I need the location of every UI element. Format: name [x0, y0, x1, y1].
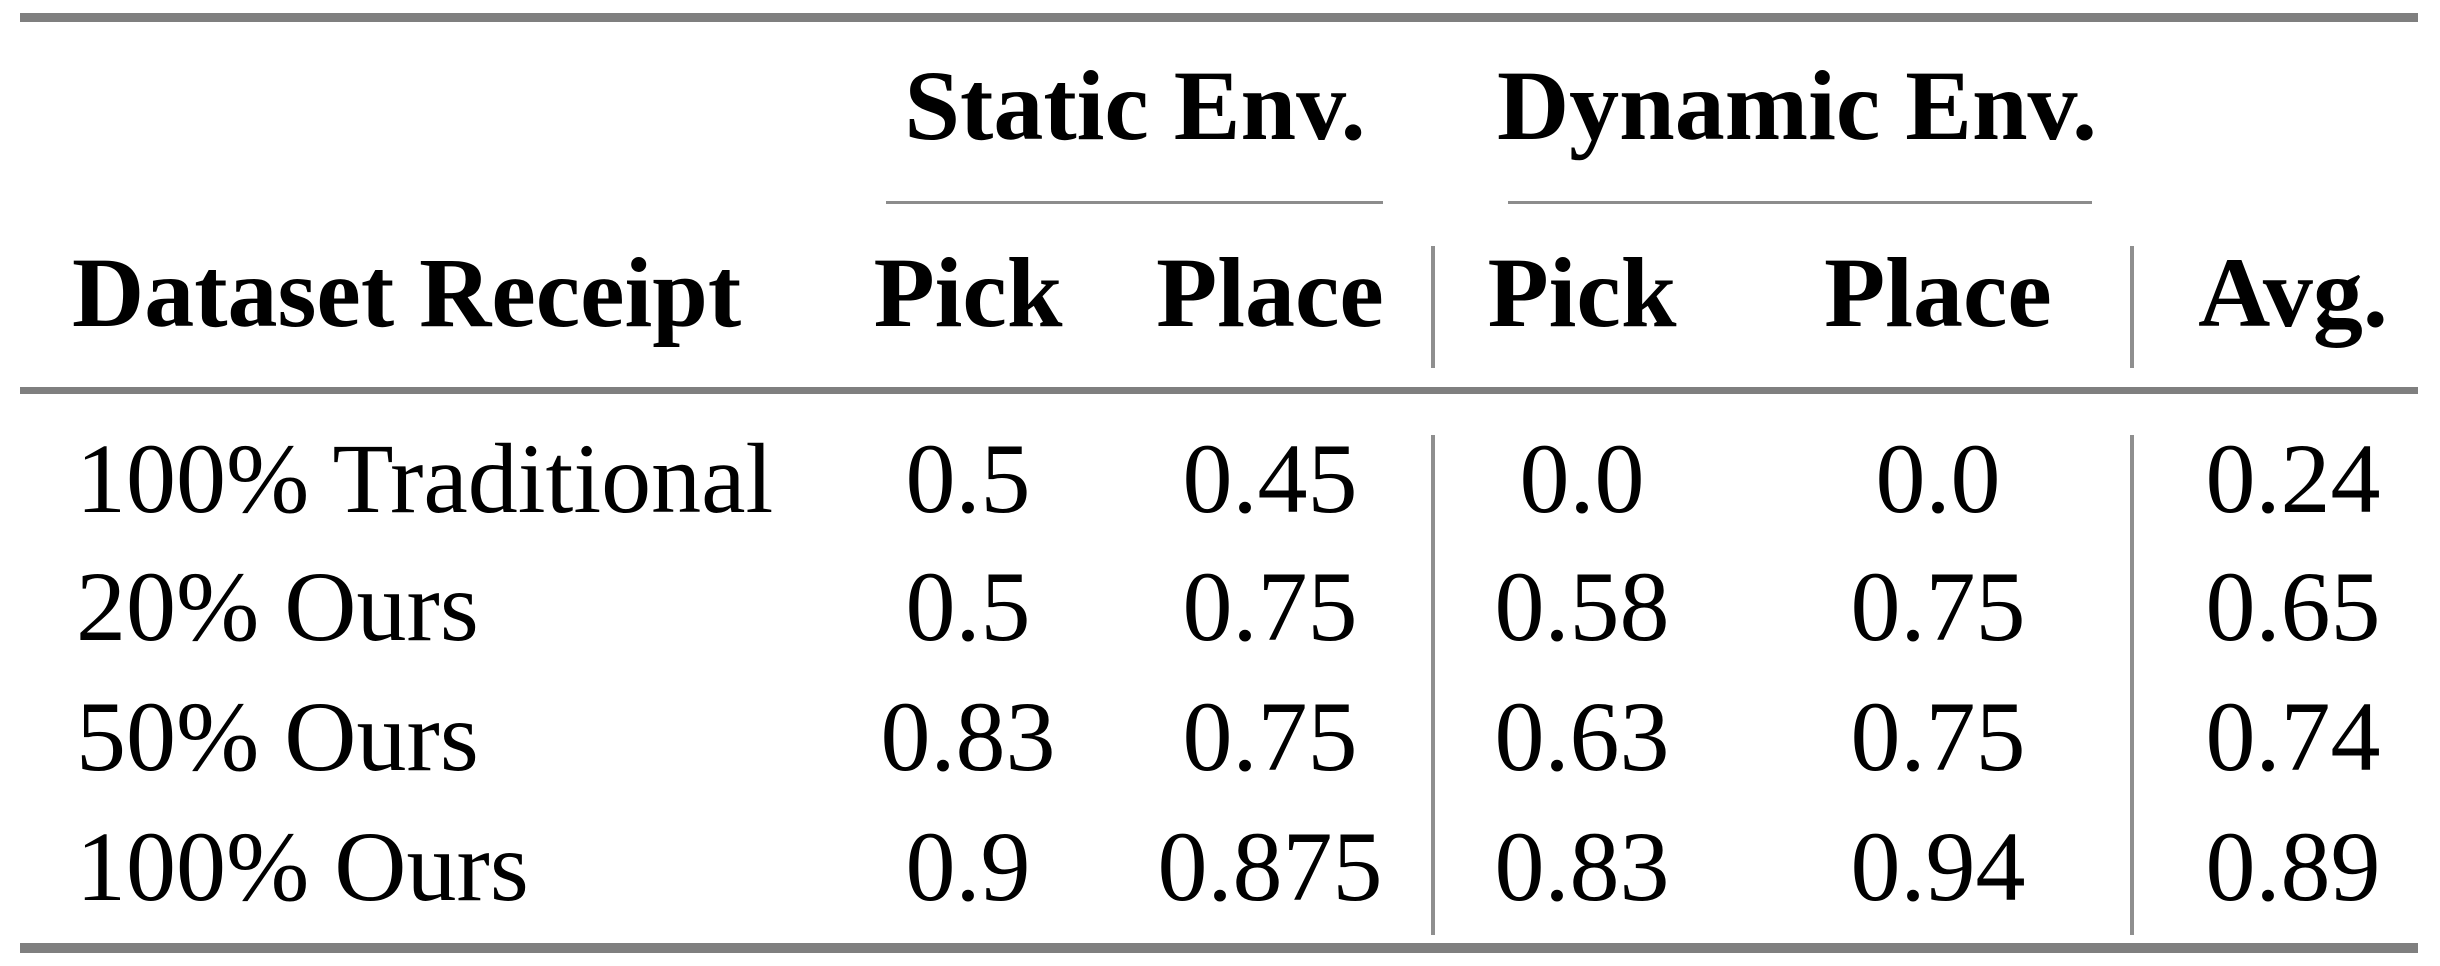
column-group-dynamic-env: Dynamic Env.	[1496, 50, 2098, 161]
table-top-rule	[20, 13, 2418, 22]
static-env-underline	[886, 201, 1383, 204]
column-header-avg: Avg.	[2198, 237, 2388, 348]
table-cell: 0.58	[1494, 551, 1670, 662]
table-cell: 0.63	[1494, 681, 1670, 792]
column-header-dynamic-place: Place	[1824, 237, 2052, 348]
table-cell: 0.83	[880, 681, 1056, 792]
table-cell: 0.74	[2205, 681, 2381, 792]
table-cell: 0.5	[905, 423, 1031, 534]
table-cell: 0.94	[1850, 811, 2026, 922]
vertical-separator	[1431, 435, 1435, 935]
table-cell: 0.9	[905, 811, 1031, 922]
vertical-separator	[1431, 246, 1435, 368]
table-bottom-rule	[20, 943, 2418, 953]
table-cell: 0.75	[1182, 681, 1358, 792]
table-cell: 0.83	[1494, 811, 1670, 922]
table-cell: 0.5	[905, 551, 1031, 662]
vertical-separator	[2130, 246, 2134, 368]
row-label: 20% Ours	[76, 551, 479, 662]
column-header-static-place: Place	[1156, 237, 1384, 348]
table-header-rule	[20, 387, 2418, 394]
vertical-separator	[2130, 435, 2134, 935]
table-cell: 0.0	[1519, 423, 1645, 534]
table-cell: 0.0	[1875, 423, 2001, 534]
dynamic-env-underline	[1508, 201, 2092, 204]
column-header-static-pick: Pick	[873, 237, 1063, 348]
row-label: 100% Ours	[76, 811, 529, 922]
table-cell: 0.75	[1182, 551, 1358, 662]
column-header-dataset-receipt: Dataset Receipt	[72, 237, 742, 348]
column-header-dynamic-pick: Pick	[1487, 237, 1677, 348]
table-cell: 0.75	[1850, 681, 2026, 792]
table-cell: 0.24	[2205, 423, 2381, 534]
table-cell: 0.45	[1182, 423, 1358, 534]
table-cell: 0.75	[1850, 551, 2026, 662]
row-label: 50% Ours	[76, 681, 479, 792]
table-cell: 0.65	[2205, 551, 2381, 662]
column-group-static-env: Static Env.	[904, 50, 1366, 161]
table-cell: 0.875	[1157, 811, 1383, 922]
table-cell: 0.89	[2205, 811, 2381, 922]
row-label: 100% Traditional	[76, 423, 774, 534]
